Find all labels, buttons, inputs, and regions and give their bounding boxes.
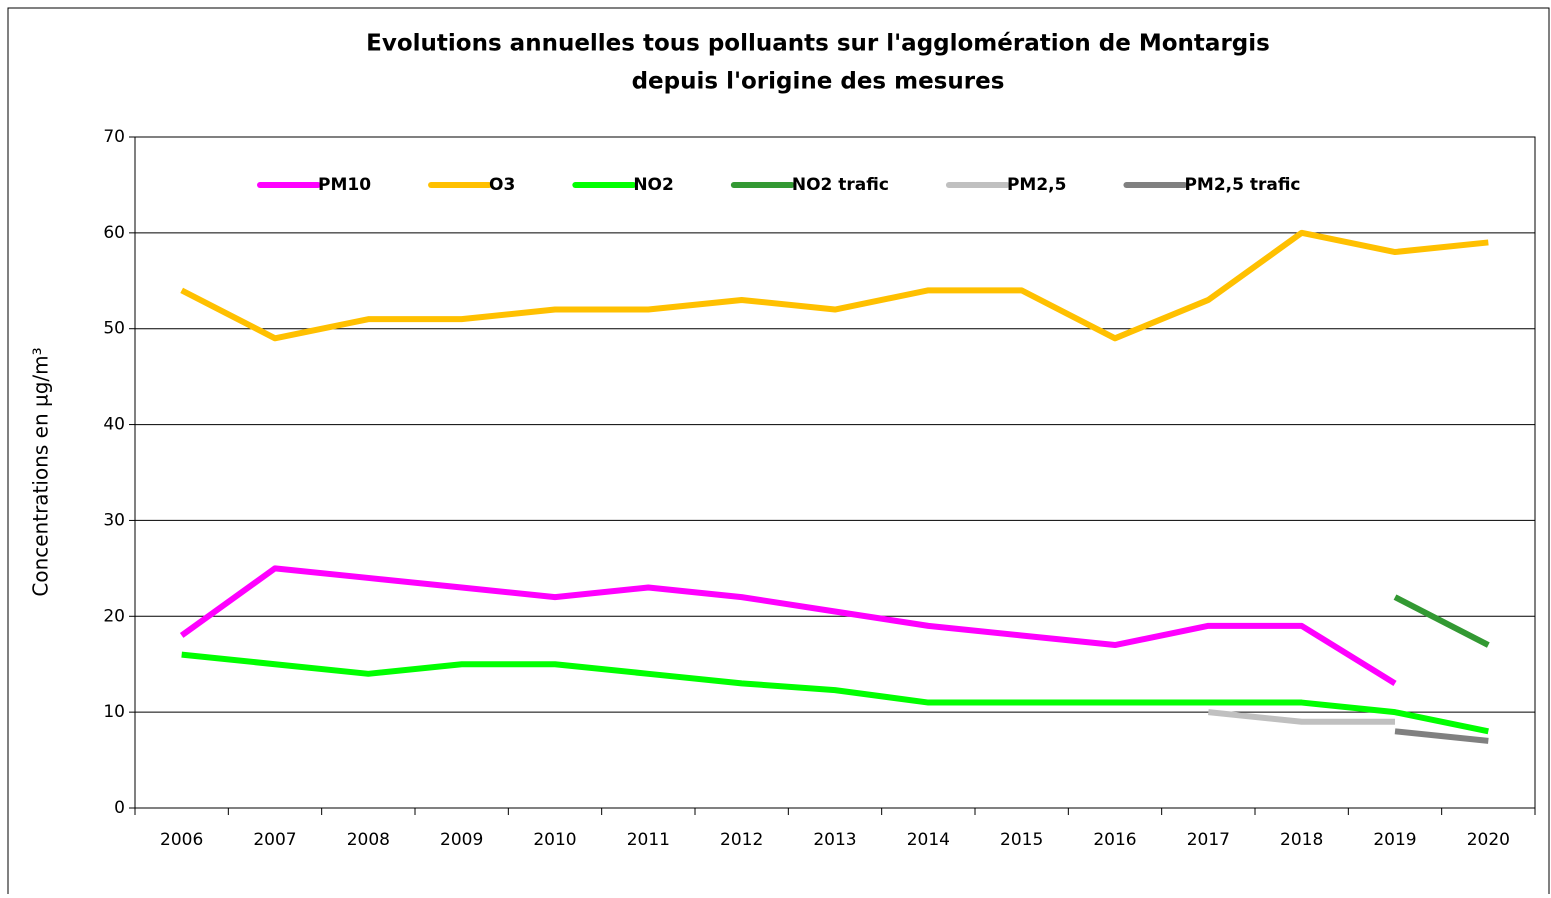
x-tick-label: 2008 bbox=[347, 830, 390, 850]
chart-title: Evolutions annuelles tous polluants sur … bbox=[366, 31, 1270, 57]
x-tick-label: 2017 bbox=[1187, 830, 1230, 850]
chart-subtitle: depuis l'origine des mesures bbox=[632, 69, 1005, 95]
legend-label: O3 bbox=[489, 175, 515, 195]
legend-label: PM10 bbox=[318, 175, 371, 195]
legend-label: PM2,5 bbox=[1007, 175, 1067, 195]
x-tick-label: 2016 bbox=[1093, 830, 1136, 850]
y-tick-label: 70 bbox=[103, 127, 125, 147]
y-tick-label: 30 bbox=[103, 510, 125, 530]
series-line bbox=[1208, 709, 1395, 725]
y-tick-label: 0 bbox=[114, 798, 125, 818]
x-tick-label: 2020 bbox=[1467, 830, 1510, 850]
series-line bbox=[1393, 594, 1490, 648]
legend-label: NO2 trafic bbox=[792, 175, 889, 195]
y-tick-label: 10 bbox=[103, 702, 125, 722]
series-line bbox=[1394, 728, 1489, 744]
plot-area bbox=[134, 136, 1536, 809]
x-tick-label: 2006 bbox=[160, 830, 203, 850]
x-tick-label: 2009 bbox=[440, 830, 483, 850]
y-axis-label: Concentrations en µg/m³ bbox=[29, 347, 53, 596]
series-line bbox=[181, 651, 1489, 735]
x-tick-label: 2010 bbox=[533, 830, 576, 850]
y-tick-label: 60 bbox=[103, 223, 125, 243]
y-tick-label: 50 bbox=[103, 319, 125, 339]
x-tick-label: 2013 bbox=[813, 830, 856, 850]
x-tick-label: 2015 bbox=[1000, 830, 1043, 850]
x-tick-label: 2012 bbox=[720, 830, 763, 850]
series-line bbox=[179, 565, 1397, 686]
x-tick-label: 2014 bbox=[907, 830, 950, 850]
y-tick-label: 40 bbox=[103, 415, 125, 435]
legend-label: PM2,5 trafic bbox=[1184, 175, 1300, 195]
x-tick-label: 2018 bbox=[1280, 830, 1323, 850]
x-tick-label: 2019 bbox=[1373, 830, 1416, 850]
legend-label: NO2 bbox=[633, 175, 674, 195]
x-tick-label: 2007 bbox=[253, 830, 296, 850]
x-tick-label: 2011 bbox=[627, 830, 670, 850]
chart-border bbox=[7, 7, 1550, 898]
y-tick-label: 20 bbox=[103, 606, 125, 626]
series-line bbox=[180, 229, 1489, 342]
